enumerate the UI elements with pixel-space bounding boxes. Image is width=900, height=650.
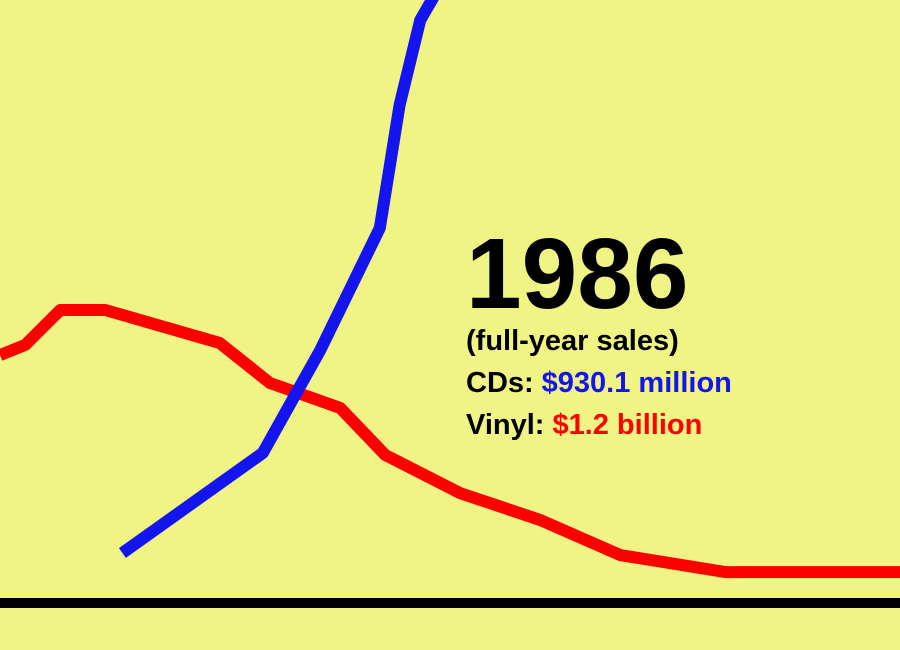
annotation-value: $930.1 million (542, 367, 732, 399)
note: (full-year sales) (466, 325, 679, 357)
annotation-value: $1.2 billion (552, 409, 702, 441)
annotation-line: Vinyl: $1.2 billion (466, 409, 702, 441)
annotation-label: CDs: (466, 367, 534, 399)
annotation-label: Vinyl: (466, 409, 544, 441)
plot-area (0, 0, 900, 579)
data-line (118, 0, 439, 558)
annotation-line: CDs: $930.1 million (466, 367, 732, 399)
data-line (0, 304, 900, 579)
year-label: 1986 (466, 218, 688, 330)
annotation-lines: CDs: $930.1 million Vinyl: $1.2 billion (466, 367, 732, 441)
